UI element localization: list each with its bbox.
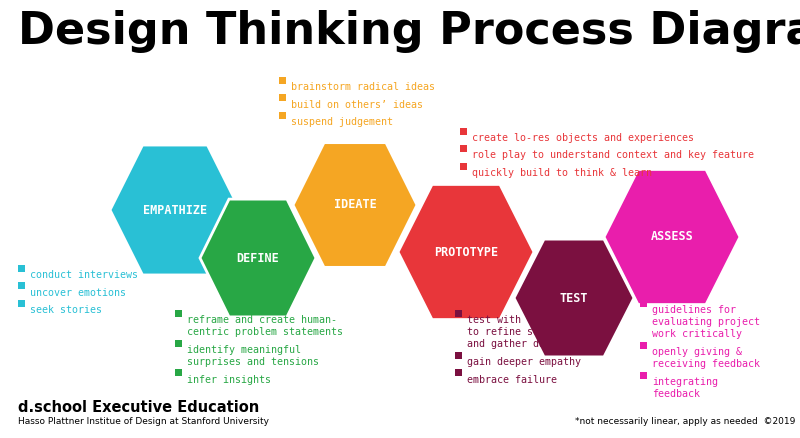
Polygon shape — [293, 143, 417, 267]
Text: IDEATE: IDEATE — [334, 198, 376, 212]
Polygon shape — [514, 239, 634, 357]
Polygon shape — [398, 184, 534, 320]
Text: infer insights: infer insights — [187, 374, 271, 385]
Bar — [279, 77, 286, 84]
Text: identify meaningful
surprises and tensions: identify meaningful surprises and tensio… — [187, 345, 319, 367]
Bar — [460, 145, 467, 152]
Text: Hasso Plattner Institue of Design at Stanford University: Hasso Plattner Institue of Design at Sta… — [18, 417, 269, 426]
Bar — [455, 369, 462, 376]
Polygon shape — [604, 170, 740, 304]
Bar — [18, 300, 25, 307]
Text: TEST: TEST — [560, 292, 588, 304]
Text: guidelines for
evaluating project
work critically: guidelines for evaluating project work c… — [652, 305, 760, 339]
Text: embrace failure: embrace failure — [467, 374, 557, 385]
Bar — [640, 372, 647, 379]
Bar — [18, 282, 25, 289]
Text: role play to understand context and key feature: role play to understand context and key … — [472, 151, 754, 160]
Text: *not necessarily linear, apply as needed  ©2019: *not necessarily linear, apply as needed… — [574, 417, 795, 426]
Text: Design Thinking Process Diagram*: Design Thinking Process Diagram* — [18, 10, 800, 53]
Bar — [18, 265, 25, 272]
Text: seek stories: seek stories — [30, 305, 102, 315]
Text: PROTOTYPE: PROTOTYPE — [434, 246, 498, 258]
Text: gain deeper empathy: gain deeper empathy — [467, 357, 581, 367]
Bar — [175, 310, 182, 317]
Bar — [455, 310, 462, 317]
Bar — [175, 339, 182, 346]
Bar — [460, 163, 467, 170]
Text: uncover emotions: uncover emotions — [30, 287, 126, 297]
Text: EMPATHIZE: EMPATHIZE — [143, 204, 207, 216]
Text: create lo-res objects and experiences: create lo-res objects and experiences — [472, 133, 694, 143]
Text: suspend judgement: suspend judgement — [291, 117, 393, 127]
Bar — [460, 128, 467, 135]
Text: integrating
feedback: integrating feedback — [652, 377, 718, 399]
Bar — [175, 369, 182, 376]
Text: openly giving &
receiving feedback: openly giving & receiving feedback — [652, 347, 760, 369]
Bar — [640, 300, 647, 307]
Polygon shape — [200, 199, 316, 317]
Bar — [640, 342, 647, 349]
Bar — [279, 94, 286, 101]
Text: brainstorm radical ideas: brainstorm radical ideas — [291, 82, 435, 92]
Text: test with customers
to refine solution
and gather data: test with customers to refine solution a… — [467, 315, 581, 349]
Text: conduct interviews: conduct interviews — [30, 270, 138, 280]
Text: reframe and create human-
centric problem statements: reframe and create human- centric proble… — [187, 315, 343, 337]
Bar — [279, 112, 286, 119]
Bar — [455, 352, 462, 359]
Polygon shape — [110, 145, 240, 275]
Text: d.school Executive Education: d.school Executive Education — [18, 400, 259, 415]
Text: quickly build to think & learn: quickly build to think & learn — [472, 168, 652, 178]
Text: DEFINE: DEFINE — [237, 251, 279, 265]
Text: ASSESS: ASSESS — [650, 230, 694, 244]
Text: build on others’ ideas: build on others’ ideas — [291, 99, 423, 110]
